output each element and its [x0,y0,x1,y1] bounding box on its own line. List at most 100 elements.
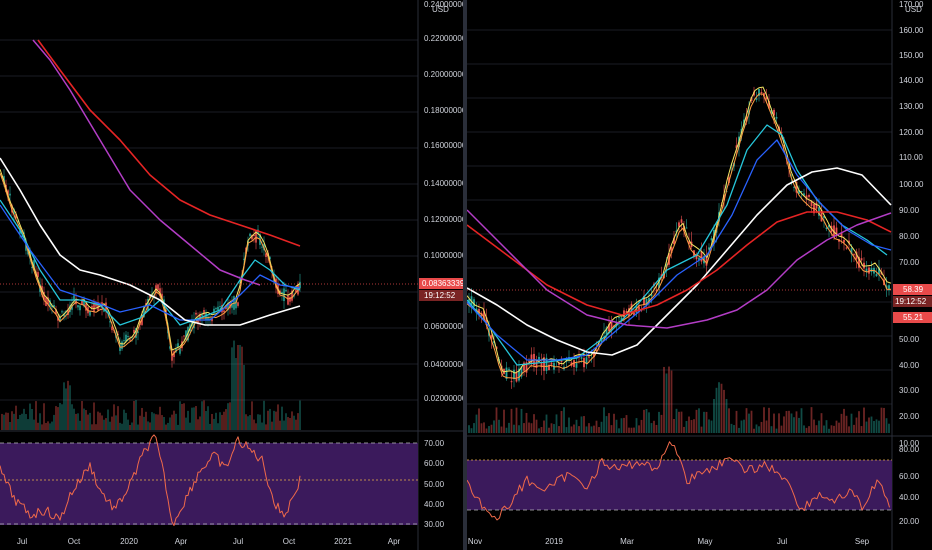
volume-bar [159,406,161,430]
volume-bar [635,418,638,433]
candle [535,359,538,368]
volume-bar [533,414,535,433]
volume-bar [633,427,635,433]
volume-bar [245,414,247,430]
volume-bar [219,412,221,430]
candle [658,277,660,289]
volume-bar [845,415,848,433]
candle [185,330,187,340]
volume-bar [548,427,550,433]
ma-white-line [0,157,301,326]
candle [523,362,525,371]
rsi-band [0,443,418,525]
candle [783,145,785,147]
candle [243,258,245,260]
candle [530,354,533,363]
candle [848,240,850,244]
y-tick-label: 30.00 [899,386,920,395]
volume-bar [279,420,281,430]
volume-bar [59,402,61,430]
volume-bar [9,421,11,430]
volume-bar [503,409,505,433]
y-tick-label: 90.00 [899,206,920,215]
left-chart-pane[interactable]: 0.24000000 0.22000000 0.20000000 0.18000000… [0,0,463,550]
ema-teal-line [467,124,888,366]
volume-bar [57,407,59,430]
volume-bar [61,404,63,430]
volume-bar [253,419,255,430]
volume-bar [883,407,885,433]
rsi-tick-label: 40.00 [899,493,920,502]
y-tick-label: 130.00 [899,102,924,111]
time-tag-bg [419,290,463,301]
volume-bar [675,408,678,433]
candle [858,256,860,268]
volume-bar [147,421,149,430]
candle [163,299,165,304]
volume-bar [565,427,568,433]
candle [543,357,545,371]
volume-bar [39,413,41,430]
volume-bar [143,416,145,430]
volume-bar [838,422,840,433]
volume-bar [665,373,668,433]
volume-bar [705,411,708,433]
volume-bar [269,408,271,430]
volume-bar [685,420,688,433]
volume-bar [121,423,123,430]
ma-white-line [467,167,892,356]
volume-bar [7,412,9,430]
right-chart[interactable]: 170.00 160.00 150.00 140.00 130.00 120.00 110.… [467,0,932,550]
candle [545,357,548,371]
volume-bar [299,400,301,430]
candle [795,181,798,193]
volume-bar [17,419,19,430]
candle [237,302,239,306]
volume-bar [545,414,548,433]
candle [111,326,113,331]
candle [558,363,560,365]
x-tick-label: Apr [388,537,401,546]
volume-bar [698,408,700,433]
candle [843,239,845,243]
volume-bar [15,405,17,430]
candle [59,316,61,322]
volume-bar [800,408,803,433]
right-chart-pane[interactable]: 170.00 160.00 150.00 140.00 130.00 120.00 110.… [467,0,932,550]
candle [269,257,271,260]
candle [149,295,151,298]
left-chart[interactable]: 0.24000000 0.22000000 0.20000000 0.18000000… [0,0,463,550]
volume-bar [755,424,758,433]
candle [560,360,563,362]
time-tag-bg [893,296,932,307]
candle [755,98,758,100]
volume-bar [247,416,249,430]
volume-bar [535,419,538,433]
volume-bar [753,428,755,433]
volume-bar [630,427,633,433]
volume-bar [720,383,723,433]
candle [129,339,131,341]
volume-bar [870,416,873,433]
candle [195,312,197,315]
volume-bar [31,408,33,430]
volume-bar [211,413,213,430]
y-tick-label: 0.16000000 [424,141,463,150]
candle [683,225,685,232]
volume-bar [790,413,793,433]
volume-bar [199,416,201,430]
candle [73,295,75,301]
candle [53,305,55,308]
candle [768,100,770,109]
pane-divider[interactable] [463,0,467,550]
volume-bar [715,387,718,433]
candle [93,302,95,313]
time-tag-label: 19:12:52 [895,297,927,306]
volume-bar [695,409,698,433]
volume-bar [13,413,15,430]
candle [121,341,123,350]
volume-bar [71,404,73,430]
candle [67,309,69,316]
candle [161,293,163,299]
volume-bar [29,403,31,430]
